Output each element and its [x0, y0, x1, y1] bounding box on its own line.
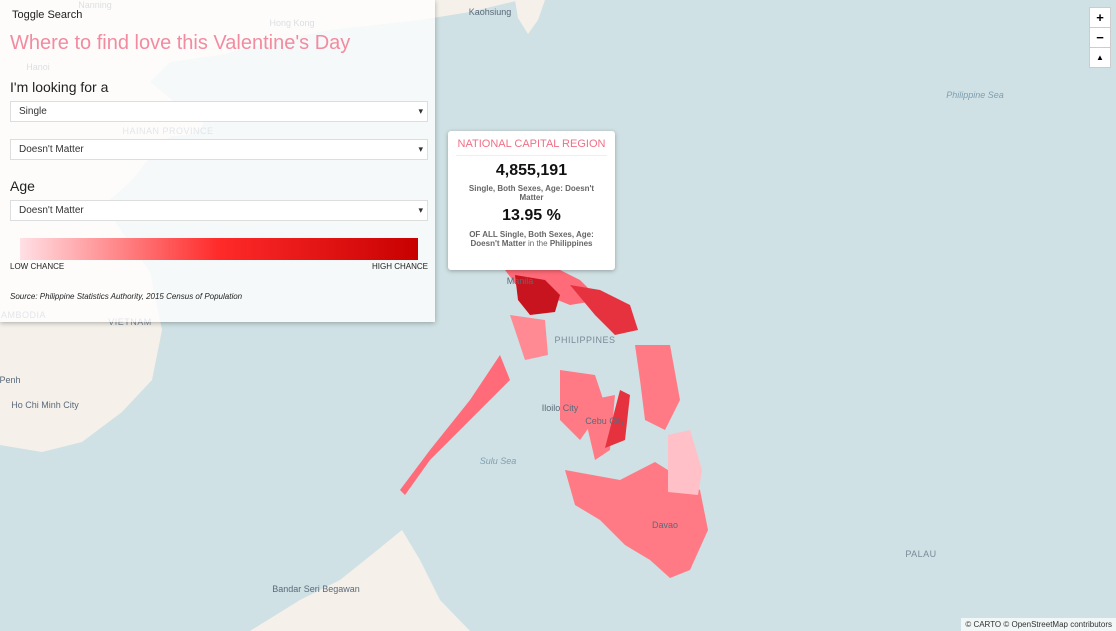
label: I'm looking for a — [10, 79, 109, 95]
map-label: Bandar Seri Begawan — [272, 584, 360, 594]
map-label: Sulu Sea — [480, 456, 517, 466]
tooltip-count-desc: Single, Both Sexes, Age: Doesn't Matter — [468, 184, 595, 202]
zoom-out[interactable]: − — [1089, 27, 1111, 48]
map-label: Davao — [652, 520, 678, 530]
select-sex[interactable]: Doesn't Matter — [10, 139, 428, 160]
zoom-in[interactable]: + — [1089, 7, 1111, 28]
select-status[interactable]: Single — [10, 101, 428, 122]
reset-north[interactable]: ▲ — [1089, 47, 1111, 68]
land — [250, 530, 470, 631]
region — [668, 430, 702, 495]
text: OF ALL Single, Both Sexes, Age: Doesn't … — [469, 230, 594, 248]
text: Philippines — [549, 239, 593, 248]
region — [400, 355, 510, 495]
search-panel: Toggle Search Where to find love this Va… — [0, 0, 435, 322]
map-label: Kaohsiung — [469, 7, 512, 17]
region — [570, 285, 638, 335]
map-label: PALAU — [905, 549, 936, 559]
map-label: VIETNAM — [108, 317, 152, 327]
panel-title: Where to find love this Valentine's Day — [10, 32, 351, 54]
region — [515, 275, 560, 315]
tooltip: NATIONAL CAPITAL REGION 4,855,191 Single… — [448, 131, 615, 270]
tooltip-count: 4,855,191 — [495, 162, 568, 179]
map-label: Penh — [0, 375, 21, 385]
text: in the — [528, 239, 548, 248]
toggle-search[interactable]: Toggle Search — [12, 9, 83, 21]
map-label: Ho Chi Minh City — [11, 400, 79, 410]
select-age[interactable]: Doesn't Matter — [10, 200, 428, 221]
attribution: © CARTO © OpenStreetMap contributors — [961, 618, 1116, 631]
source: Source: Philippine Statistics Authority,… — [10, 292, 243, 301]
land — [515, 0, 545, 34]
label: Age — [10, 178, 35, 194]
legend-gradient — [20, 238, 418, 260]
map-label: Manila — [507, 276, 534, 286]
region — [560, 370, 605, 440]
tooltip-share-desc: OF ALL Single, Both Sexes, Age: Doesn't … — [460, 230, 603, 248]
tooltip-region: NATIONAL CAPITAL REGION — [456, 138, 607, 156]
region — [510, 315, 548, 360]
region — [605, 390, 630, 448]
map-label: PHILIPPINES — [554, 335, 615, 345]
map-label: Iloilo City — [542, 403, 579, 413]
legend-high: HIGH CHANCE — [371, 262, 428, 271]
region — [635, 345, 680, 430]
tooltip-share: 13.95 % — [502, 207, 561, 224]
map-label: Philippine Sea — [946, 90, 1004, 100]
legend-low: LOW CHANCE — [10, 262, 65, 271]
map-label: Cebu City — [585, 416, 625, 426]
